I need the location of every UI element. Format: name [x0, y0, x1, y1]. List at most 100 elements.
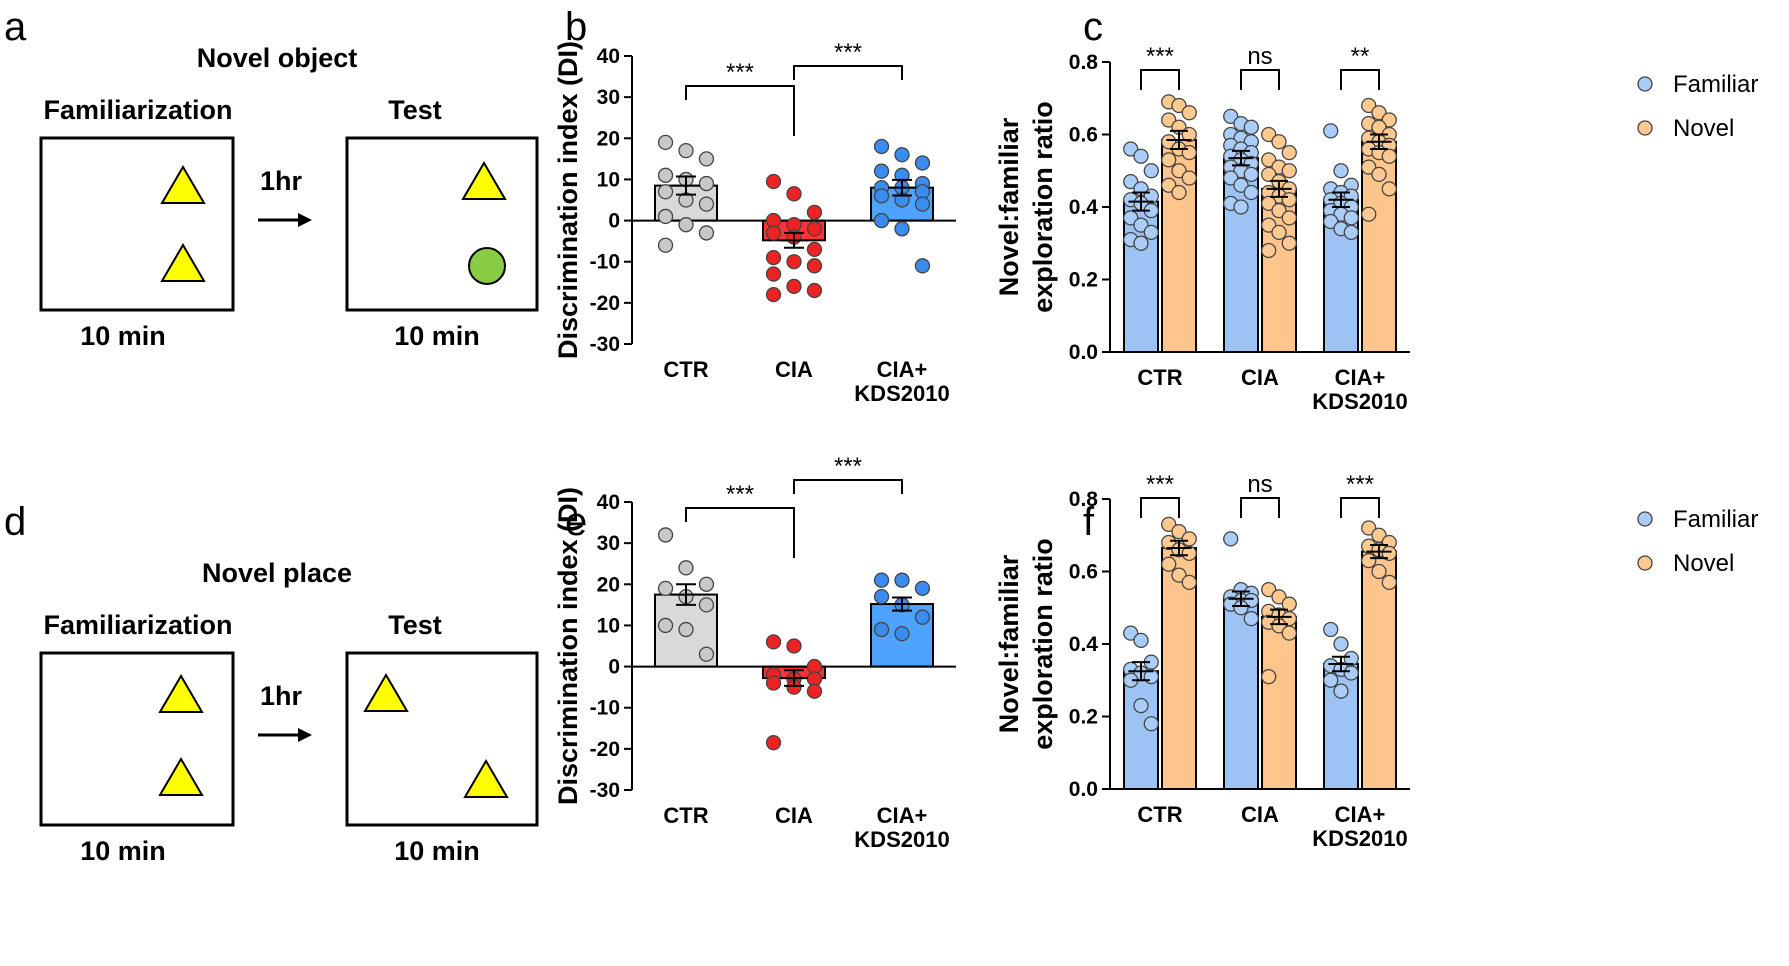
x-tick-label: CIA — [775, 803, 813, 828]
data-point — [1143, 716, 1159, 732]
data-point — [1143, 163, 1159, 179]
triangle-object-icon — [160, 165, 206, 204]
panel-a-title: Novel object — [197, 43, 358, 73]
significance-label: *** — [834, 453, 862, 480]
data-point — [914, 580, 931, 597]
data-point — [1181, 105, 1197, 121]
data-point — [1261, 242, 1277, 259]
data-point — [1133, 632, 1149, 649]
y-tick-label: 0.6 — [1069, 561, 1098, 584]
panel-d-left-label: Familiarization — [43, 610, 232, 640]
arrow-head-icon — [298, 213, 312, 227]
data-point — [698, 225, 715, 241]
y-tick-label: 0.2 — [1069, 706, 1098, 729]
legend-label: Novel — [1673, 550, 1734, 577]
panel-a-right-duration: 10 min — [394, 321, 480, 351]
x-tick-label: CIA — [1241, 802, 1279, 827]
data-point — [1361, 97, 1377, 114]
data-point — [657, 184, 674, 200]
data-point — [1171, 567, 1187, 583]
data-point — [914, 196, 931, 212]
data-point — [873, 138, 890, 155]
data-point — [765, 225, 782, 241]
data-point — [1181, 144, 1197, 161]
y-tick-label: 20 — [597, 573, 620, 596]
data-point — [698, 175, 715, 192]
data-point — [765, 266, 782, 282]
data-point — [698, 196, 715, 212]
significance-bracket — [1240, 497, 1280, 518]
data-point — [1343, 665, 1359, 681]
panel-d-right-label: Test — [388, 610, 442, 640]
x-tick-label: CIA — [775, 357, 813, 382]
y-tick-label: 10 — [597, 614, 620, 637]
data-point — [1271, 202, 1287, 219]
data-point — [765, 173, 782, 190]
triangle-object-icon — [160, 243, 206, 282]
y-tick-label: 0.0 — [1069, 341, 1098, 364]
data-point — [786, 638, 802, 654]
data-point — [765, 675, 782, 691]
data-point — [1361, 206, 1377, 222]
data-point — [1361, 159, 1377, 175]
familiarization-arena — [39, 136, 235, 312]
significance-bracket — [793, 65, 903, 80]
data-point — [765, 634, 782, 650]
data-point — [1123, 210, 1139, 226]
panel-d-right-duration: 10 min — [394, 836, 480, 866]
data-point — [786, 186, 802, 202]
legend-label: Familiar — [1673, 71, 1758, 98]
data-point — [1261, 668, 1277, 685]
y-tick-label: -20 — [590, 292, 620, 315]
data-point — [1181, 574, 1197, 591]
data-point — [765, 735, 782, 751]
data-point — [1333, 683, 1349, 699]
significance-bracket — [1340, 497, 1380, 518]
significance-label: *** — [726, 59, 754, 86]
x-tick-label: CTR — [1137, 365, 1182, 390]
y-tick-label: -20 — [590, 738, 620, 761]
data-point — [1181, 545, 1197, 562]
interval-label: 1hr — [260, 681, 303, 711]
legend-label: Familiar — [1673, 506, 1758, 533]
data-point — [1281, 144, 1297, 161]
significance-bracket — [1140, 497, 1180, 518]
x-tick-label: CIA+ — [877, 357, 928, 382]
y-tick-label: 0.4 — [1069, 196, 1099, 219]
data-point — [786, 254, 802, 270]
significance-bracket — [685, 507, 795, 558]
data-point — [806, 204, 823, 220]
data-point — [806, 241, 823, 258]
y-tick-label: -30 — [590, 333, 620, 356]
data-point — [1333, 163, 1349, 179]
significance-label: *** — [726, 481, 754, 508]
data-point — [765, 249, 782, 266]
data-point — [1181, 170, 1197, 186]
data-point — [678, 560, 694, 576]
data-point — [1361, 552, 1377, 569]
data-point — [1171, 184, 1187, 201]
data-point — [1371, 563, 1387, 580]
significance-label: *** — [1146, 471, 1174, 498]
data-point — [657, 167, 674, 183]
panel-a-left-label: Familiarization — [43, 95, 232, 125]
data-point — [657, 527, 674, 543]
panel-d: d Novel place Familiarization Test 1hr 1… — [4, 500, 539, 866]
significance-bracket — [1240, 69, 1280, 90]
data-point — [1381, 574, 1397, 591]
x-tick-label: CTR — [1137, 802, 1182, 827]
data-point — [1133, 217, 1149, 233]
data-point — [657, 208, 674, 225]
y-axis-label: Novel:familiar — [994, 117, 1024, 296]
data-point — [1381, 148, 1397, 164]
x-tick-label: KDS2010 — [854, 827, 949, 852]
data-point — [678, 142, 694, 159]
significance-label: ns — [1247, 43, 1272, 70]
data-point — [1281, 210, 1297, 226]
chart-panel-b: 40 30 20 10 0 -10 -20 -30 Discrimination index (… — [553, 39, 956, 406]
data-point — [1171, 523, 1187, 540]
data-point — [894, 147, 910, 163]
y-tick-label: 30 — [597, 86, 620, 109]
significance-label: ** — [1351, 43, 1370, 70]
